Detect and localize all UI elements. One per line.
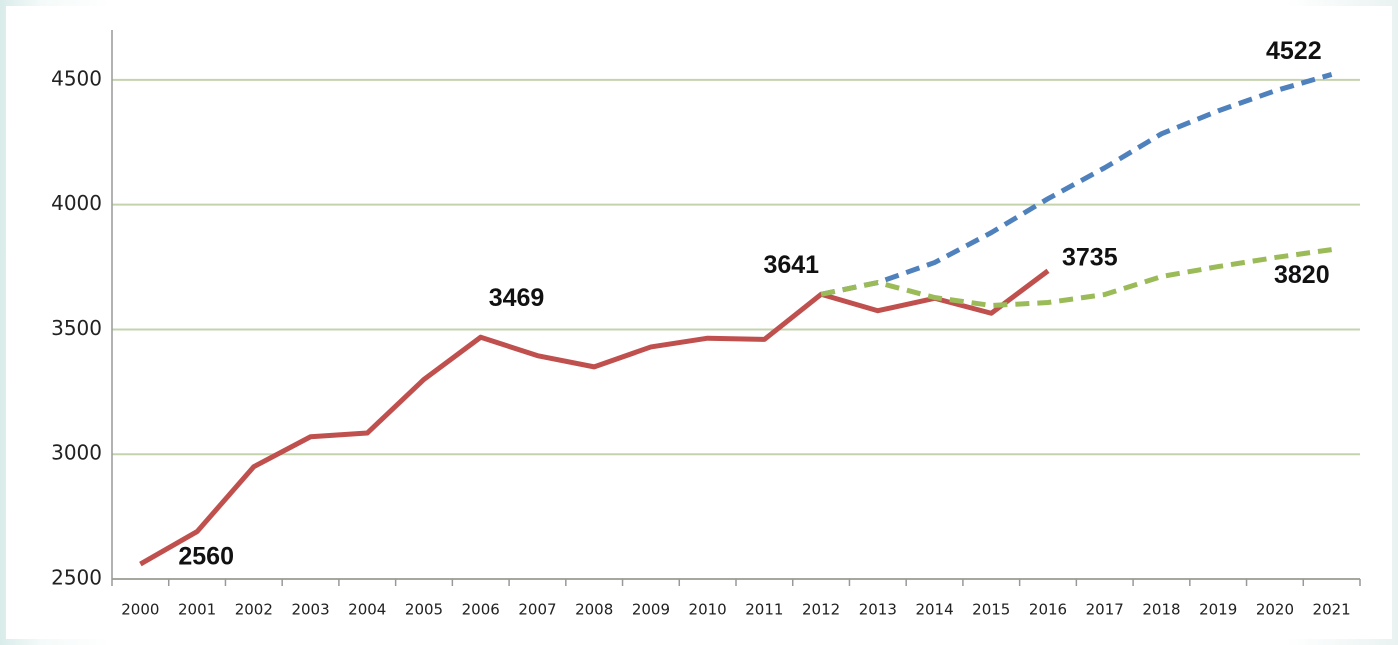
x-tick-label: 2009 (632, 601, 670, 619)
y-tick-label: 3500 (51, 316, 102, 340)
y-tick-label: 3000 (51, 441, 102, 465)
series-line (139, 268, 1050, 567)
data-label: 4522 (1266, 37, 1322, 65)
data-label: 2560 (178, 543, 234, 571)
x-tick-label: 2012 (802, 601, 840, 619)
x-tick-label: 2000 (121, 601, 159, 619)
x-tick-label: 2006 (462, 601, 500, 619)
x-tick-label: 2020 (1256, 601, 1294, 619)
x-tick-label: 2013 (859, 601, 897, 619)
data-label: 3820 (1274, 261, 1330, 289)
series-line (820, 72, 1333, 297)
data-label: 3735 (1062, 243, 1118, 271)
y-tick-label: 4000 (51, 191, 102, 215)
y-tick-label: 2500 (51, 566, 102, 590)
x-tick-label: 2008 (575, 601, 613, 619)
x-tick-label: 2007 (518, 601, 556, 619)
x-tick-label: 2014 (915, 601, 953, 619)
data-label: 3469 (489, 284, 545, 312)
x-tick-label: 2018 (1142, 601, 1180, 619)
y-tick-label: 4500 (51, 66, 102, 90)
x-tick-label: 2019 (1199, 601, 1237, 619)
x-tick-label: 2004 (348, 601, 386, 619)
x-tick-label: 2003 (291, 601, 329, 619)
x-tick-label: 2002 (235, 601, 273, 619)
x-tick-label: 2016 (1029, 601, 1067, 619)
x-tick-label: 2010 (689, 601, 727, 619)
plot-panel (6, 6, 1392, 639)
x-tick-label: 2017 (1086, 601, 1124, 619)
x-tick-label: 2001 (178, 601, 216, 619)
data-label: 3641 (763, 251, 819, 279)
x-tick-label: 2015 (972, 601, 1010, 619)
x-tick-label: 2011 (745, 601, 783, 619)
x-tick-label: 2021 (1313, 601, 1351, 619)
x-tick-label: 2005 (405, 601, 443, 619)
